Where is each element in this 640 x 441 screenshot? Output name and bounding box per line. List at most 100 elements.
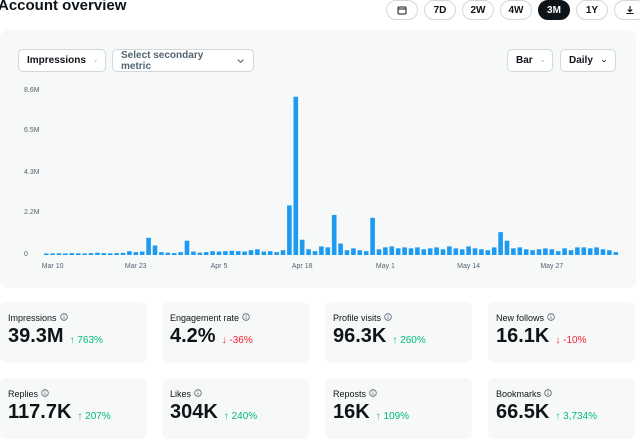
bar xyxy=(69,253,75,255)
bar xyxy=(216,251,222,255)
bar xyxy=(434,247,439,255)
bar xyxy=(581,247,587,255)
bar xyxy=(479,249,484,255)
bar xyxy=(178,252,183,255)
bar xyxy=(312,251,318,255)
bar xyxy=(549,249,555,255)
x-tick-label: May 27 xyxy=(540,263,563,270)
stat-change: ↑ 109% xyxy=(375,411,410,422)
info-icon xyxy=(242,313,250,323)
bar xyxy=(440,249,446,255)
bar xyxy=(101,253,107,255)
bar xyxy=(280,250,286,255)
bar xyxy=(498,232,503,255)
stat-label-row: Replies xyxy=(8,389,49,399)
y-tick-label: 8.6M xyxy=(24,87,40,94)
stat-label-row: Reposts xyxy=(333,389,377,399)
bar xyxy=(146,237,151,255)
stat-change: ↓ -36% xyxy=(221,335,253,346)
bar xyxy=(56,253,62,255)
x-tick-label: Mar 23 xyxy=(125,263,147,270)
bar xyxy=(453,248,459,255)
bar xyxy=(613,252,619,255)
secondary-metric-label: Select secondary metric xyxy=(121,49,204,72)
bar xyxy=(261,251,267,255)
range-button[interactable]: 3M xyxy=(538,0,570,20)
bar xyxy=(543,248,548,255)
bar xyxy=(319,246,324,255)
stat-card: Engagement rate 4.2% ↓ -36% xyxy=(162,302,309,363)
bar xyxy=(357,250,363,255)
metric-label: Impressions xyxy=(27,55,86,66)
bar xyxy=(338,243,343,255)
bar xyxy=(152,245,158,255)
stat-change: ↑ 3,734% xyxy=(555,411,598,422)
bar xyxy=(242,251,247,255)
stat-card: Likes 304K ↑ 240% xyxy=(162,378,309,439)
bar xyxy=(517,247,523,255)
bar xyxy=(389,246,395,255)
stat-label: Likes xyxy=(170,389,192,399)
stat-value: 66.5K xyxy=(496,401,550,423)
page-title: Account overview xyxy=(0,0,127,14)
chart-type-dropdown[interactable]: Bar xyxy=(507,49,553,72)
stat-label-row: Profile visits xyxy=(333,313,392,323)
stat-value: 16K xyxy=(333,401,370,423)
bar xyxy=(191,251,196,255)
bar xyxy=(82,253,87,255)
bar xyxy=(139,251,145,255)
bar xyxy=(159,252,164,255)
bar xyxy=(600,249,606,255)
bar xyxy=(120,252,126,255)
info-icon xyxy=(544,389,552,399)
secondary-metric-dropdown[interactable]: Select secondary metric xyxy=(112,49,254,72)
bar xyxy=(223,251,228,255)
range-button[interactable]: 1Y xyxy=(576,0,608,20)
info-icon xyxy=(547,313,555,323)
bar xyxy=(210,251,215,255)
bar xyxy=(370,217,375,255)
bar xyxy=(287,205,292,255)
calendar-button[interactable] xyxy=(386,0,418,20)
range-selector: 7D 2W 4W 3M 1Y xyxy=(386,0,640,20)
bar xyxy=(504,240,510,255)
interval-dropdown[interactable]: Daily xyxy=(560,49,616,72)
bar xyxy=(530,250,535,255)
bar xyxy=(203,252,209,255)
bar xyxy=(421,249,427,255)
bar xyxy=(184,240,190,255)
range-button[interactable]: 4W xyxy=(500,0,532,20)
bar xyxy=(415,247,420,255)
x-tick-label: Apr 5 xyxy=(211,263,228,270)
range-button[interactable]: 7D xyxy=(424,0,456,20)
range-button[interactable]: 2W xyxy=(462,0,494,20)
download-button[interactable] xyxy=(614,0,640,20)
bar xyxy=(363,251,369,255)
stat-value: 39.3M xyxy=(8,325,64,347)
bar xyxy=(43,253,49,255)
bar xyxy=(402,247,407,255)
bar xyxy=(255,249,260,255)
bar xyxy=(383,247,388,255)
bar xyxy=(607,250,612,255)
bar xyxy=(351,248,356,255)
stat-label-row: Bookmarks xyxy=(496,389,552,399)
stat-value: 96.3K xyxy=(333,325,387,347)
bar xyxy=(459,249,465,255)
stat-change: ↓ -10% xyxy=(555,335,587,346)
stat-label: Bookmarks xyxy=(496,389,542,399)
stat-card: New follows 16.1K ↓ -10% xyxy=(488,302,635,363)
bar xyxy=(344,250,350,255)
bar xyxy=(75,253,81,255)
bar xyxy=(331,214,337,255)
bar xyxy=(568,250,574,255)
stat-label: Reposts xyxy=(333,389,367,399)
bar xyxy=(485,250,491,255)
bar xyxy=(511,248,516,255)
info-icon xyxy=(384,313,392,323)
chart-panel xyxy=(0,30,636,288)
stat-label-row: Impressions xyxy=(8,313,68,323)
metric-dropdown[interactable]: Impressions xyxy=(18,49,106,72)
bar xyxy=(306,249,311,255)
stat-card: Reposts 16K ↑ 109% xyxy=(325,378,472,439)
